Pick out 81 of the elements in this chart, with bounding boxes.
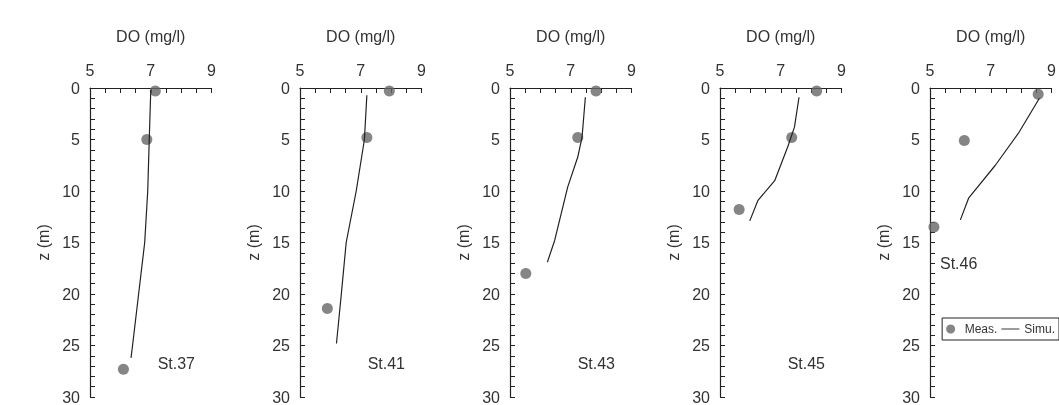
y-tick-label: 15 (482, 234, 501, 251)
point (811, 85, 823, 97)
y-tick-label: 0 (491, 79, 501, 97)
y-axis-title: z (m) (454, 224, 472, 261)
x-tick-label: 9 (1047, 61, 1057, 79)
y-tick-label: 30 (902, 388, 921, 405)
point (1032, 88, 1044, 100)
y-tick-label: 0 (701, 79, 711, 97)
x-tick-label: 9 (207, 61, 217, 79)
y-tick-label: 5 (911, 131, 921, 148)
x-tick-label: 5 (295, 61, 305, 79)
x-tick-label: 7 (986, 61, 996, 79)
y-tick-label: 10 (902, 182, 921, 200)
y-tick-label: 5 (281, 131, 291, 148)
legend-label: Simu. (1024, 322, 1056, 336)
y-tick-label: 10 (692, 182, 711, 200)
x-axis-title: DO (mg/l) (956, 27, 1026, 45)
y-tick-label: 25 (482, 337, 501, 354)
y-tick-label: 15 (272, 234, 291, 251)
y-axis-title: z (m) (874, 224, 892, 261)
y-tick-label: 30 (272, 388, 291, 405)
y-tick-label: 15 (902, 234, 921, 251)
annotation: St.41 (367, 354, 406, 372)
point (572, 131, 584, 143)
y-tick-label: 15 (62, 234, 81, 251)
y-axis-title: z (m) (664, 224, 682, 261)
y-axis-title: z (m) (244, 224, 262, 261)
y-tick-label: 20 (482, 285, 501, 303)
line-series (546, 96, 586, 263)
x-axis-title: DO (mg/l) (116, 27, 186, 45)
point (928, 221, 940, 233)
line-series (749, 96, 800, 222)
x-tick-label: 9 (627, 61, 637, 79)
y-tick-label: 15 (692, 234, 711, 251)
y-tick-label: 0 (281, 79, 291, 97)
x-tick-label: 7 (566, 61, 576, 79)
y-tick-label: 25 (62, 337, 81, 354)
x-axis-title: DO (mg/l) (746, 27, 816, 45)
y-tick-label: 25 (272, 337, 291, 354)
y-tick-label: 30 (482, 388, 501, 405)
annotation: St.43 (577, 354, 616, 372)
point (590, 85, 602, 97)
y-tick-label: 0 (911, 79, 921, 97)
annotation: St.45 (787, 354, 826, 372)
y-tick-label: 10 (272, 182, 291, 200)
y-axis-title: z (m) (34, 224, 52, 261)
annotation: St.37 (157, 354, 196, 372)
y-tick-label: 30 (62, 388, 81, 405)
y-tick-label: 0 (71, 79, 81, 97)
annotation: St.46 (940, 254, 978, 272)
y-tick-label: 25 (692, 337, 711, 354)
y-tick-label: 20 (62, 285, 81, 303)
point (149, 85, 161, 97)
point (520, 267, 532, 279)
y-tick-label: 5 (701, 131, 711, 148)
point (321, 302, 333, 314)
y-tick-label: 20 (272, 285, 291, 303)
y-tick-label: 20 (692, 285, 711, 303)
x-axis-title: DO (mg/l) (326, 27, 396, 45)
x-tick-label: 5 (715, 61, 725, 79)
x-tick-label: 7 (776, 61, 786, 79)
x-tick-label: 7 (356, 61, 366, 79)
x-tick-label: 5 (85, 61, 95, 79)
x-axis-title: DO (mg/l) (536, 27, 606, 45)
x-tick-label: 5 (505, 61, 515, 79)
x-tick-label: 9 (837, 61, 847, 79)
y-tick-label: 20 (902, 285, 921, 303)
y-tick-label: 25 (902, 337, 921, 354)
point (733, 204, 745, 216)
y-tick-label: 10 (482, 182, 501, 200)
y-tick-label: 30 (692, 388, 711, 405)
y-tick-label: 5 (71, 131, 81, 148)
legend-label: Meas. (964, 322, 998, 336)
y-tick-label: 10 (62, 182, 81, 200)
point (117, 363, 129, 375)
x-tick-label: 5 (925, 61, 935, 79)
y-tick-label: 5 (491, 131, 501, 148)
point (383, 85, 395, 97)
point (958, 135, 970, 147)
x-tick-label: 7 (146, 61, 156, 79)
x-tick-label: 9 (417, 61, 427, 79)
